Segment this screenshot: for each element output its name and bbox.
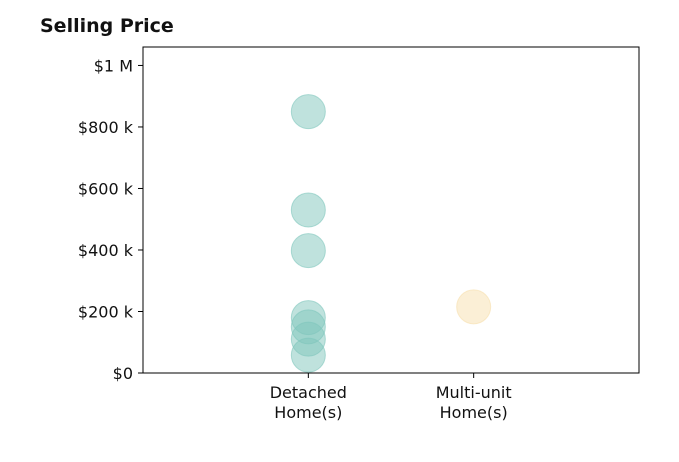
chart-title: Selling Price: [40, 15, 174, 37]
data-point: [290, 94, 326, 130]
data-point: [290, 337, 326, 373]
data-point: [456, 289, 492, 325]
y-tick-label: $200 k: [78, 302, 134, 321]
plot-frame: [142, 46, 640, 374]
y-tick-label: $400 k: [78, 241, 134, 260]
data-point: [290, 192, 326, 228]
y-tick-label: $800 k: [78, 118, 134, 137]
x-tick-label: Multi-unit Home(s): [436, 383, 512, 422]
data-point: [290, 233, 326, 269]
y-tick-label: $0: [113, 364, 133, 383]
x-tick-label: Detached Home(s): [270, 383, 347, 422]
x-axis: Detached Home(s) Multi-unit Home(s): [270, 373, 512, 422]
y-tick-label: $600 k: [78, 179, 134, 198]
y-axis: $0 $200 k $400 k $600 k $800 k $1 M: [78, 56, 143, 383]
y-tick-label: $1 M: [94, 56, 133, 75]
data-points: [290, 94, 492, 373]
